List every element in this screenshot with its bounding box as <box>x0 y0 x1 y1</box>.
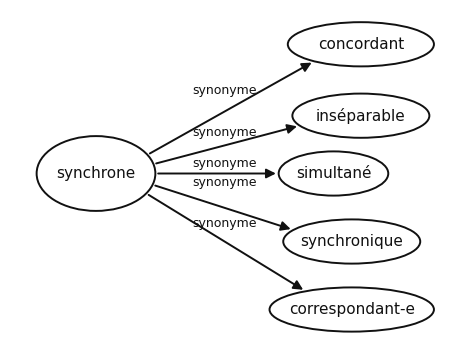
Text: synonyme: synonyme <box>192 176 256 189</box>
Text: synchronique: synchronique <box>300 234 403 249</box>
Text: simultané: simultané <box>296 166 371 181</box>
Text: synonyme: synonyme <box>192 158 256 170</box>
Ellipse shape <box>283 219 420 264</box>
Text: synonyme: synonyme <box>192 217 256 230</box>
Text: synchrone: synchrone <box>56 166 136 181</box>
Text: inséparable: inséparable <box>316 108 406 124</box>
Ellipse shape <box>292 94 429 138</box>
Ellipse shape <box>37 136 155 211</box>
Text: correspondant-e: correspondant-e <box>289 302 415 317</box>
Text: synonyme: synonyme <box>192 84 256 97</box>
Ellipse shape <box>288 22 434 66</box>
Ellipse shape <box>279 151 388 196</box>
Text: concordant: concordant <box>318 37 404 52</box>
Ellipse shape <box>269 287 434 332</box>
Text: synonyme: synonyme <box>192 126 256 138</box>
